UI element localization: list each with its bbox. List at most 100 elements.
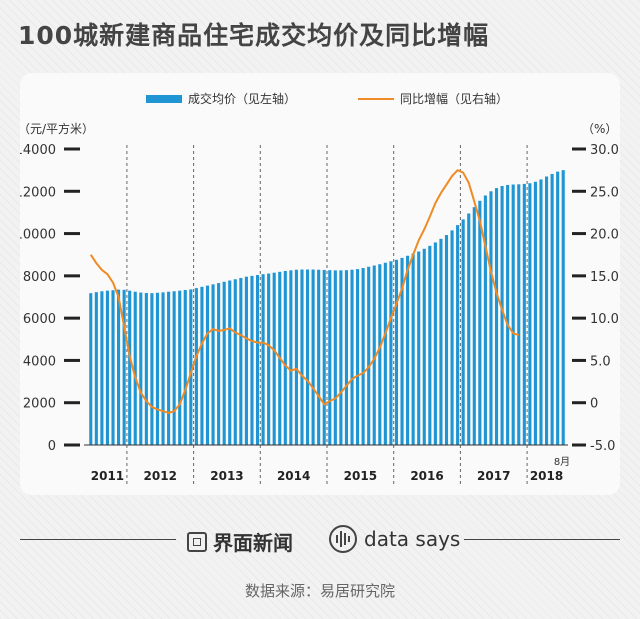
price-bar xyxy=(461,219,465,445)
price-bar xyxy=(517,184,521,445)
price-bar xyxy=(389,261,393,445)
yoy-line xyxy=(89,169,520,414)
year-label: 2013 xyxy=(210,469,243,483)
price-bar xyxy=(333,270,337,445)
price-bar xyxy=(400,257,404,445)
price-bar xyxy=(533,181,537,445)
legend-bar-swatch xyxy=(146,95,182,103)
left-tick-label: 14000 xyxy=(20,143,56,158)
price-bar xyxy=(272,272,276,445)
price-bar xyxy=(111,290,115,445)
jiemian-brand: 界面新闻 xyxy=(187,527,293,556)
price-bar xyxy=(522,183,526,445)
price-bar xyxy=(428,245,432,445)
year-label: 2014 xyxy=(277,469,310,483)
price-bar xyxy=(456,225,460,445)
price-bar xyxy=(367,266,371,445)
price-bar xyxy=(150,293,154,445)
price-bar xyxy=(172,291,176,445)
jiemian-logo-icon xyxy=(187,531,207,552)
price-bar xyxy=(550,173,554,445)
left-axis-label: （元/平方米） xyxy=(20,121,94,136)
price-bar xyxy=(144,292,148,445)
price-bar xyxy=(194,288,198,445)
price-bar xyxy=(255,275,260,445)
chart-panel: 成交均价（见左轴） 同比增幅（见右轴） （元/平方米） （%） 0 2000 400… xyxy=(15,73,620,495)
price-bar xyxy=(89,293,93,445)
price-bar xyxy=(300,269,304,445)
price-bar xyxy=(228,280,232,445)
right-tick-label: 15.0 xyxy=(590,270,619,285)
price-bar xyxy=(494,188,499,446)
price-bar xyxy=(283,270,287,445)
price-bar xyxy=(189,289,193,445)
price-bar xyxy=(361,268,365,445)
data-source: 数据来源：易居研究院 xyxy=(244,582,395,600)
left-tick-label: 0 xyxy=(48,439,56,454)
price-bar xyxy=(372,265,376,445)
price-bar xyxy=(422,248,426,445)
price-bar xyxy=(250,275,254,445)
year-label: 2015 xyxy=(344,469,377,483)
legend-line-label: 同比增幅（见右轴） xyxy=(400,91,508,106)
price-bar xyxy=(294,269,298,445)
left-tick-label: 8000 xyxy=(23,270,56,285)
price-bar xyxy=(311,269,315,445)
right-tick-label: 20.0 xyxy=(590,228,619,243)
price-bar xyxy=(200,286,204,445)
year-label: 2012 xyxy=(144,469,177,483)
price-bar xyxy=(117,289,121,445)
yoy-line-path xyxy=(89,169,520,414)
legend: 成交均价（见左轴） 同比增幅（见右轴） xyxy=(146,91,508,106)
price-bar xyxy=(528,183,532,445)
price-bar xyxy=(411,253,415,445)
price-bar xyxy=(261,274,265,445)
left-tick-label: 2000 xyxy=(23,397,56,412)
price-bar xyxy=(222,281,226,445)
price-bar xyxy=(539,179,543,445)
price-bar xyxy=(489,191,493,445)
price-bar xyxy=(317,269,321,445)
datasays-brand: data says xyxy=(328,524,460,554)
price-bar xyxy=(155,292,160,445)
left-tick-label: 10000 xyxy=(20,228,56,243)
price-bar xyxy=(305,269,310,445)
datasays-logo-icon xyxy=(329,525,357,553)
axes: 0 2000 4000 6000 8000 10000 12000 14000 -5.0 0 5.0… xyxy=(15,143,619,454)
jiemian-brand-text: 界面新闻 xyxy=(213,531,293,555)
price-bar xyxy=(433,242,437,445)
price-bar xyxy=(233,279,237,445)
price-bar xyxy=(339,270,343,445)
price-bar xyxy=(378,264,382,445)
price-bar xyxy=(244,276,248,445)
chart-title: 100城新建商品住宅成交均价及同比增幅 xyxy=(18,21,490,50)
price-bar xyxy=(289,270,293,445)
datasays-brand-text: data says xyxy=(364,527,461,551)
price-bar xyxy=(100,291,104,445)
price-bar xyxy=(417,251,421,445)
year-label: 2017 xyxy=(477,469,510,483)
price-bar xyxy=(122,289,126,445)
price-bar xyxy=(406,255,410,445)
price-bar xyxy=(467,213,471,445)
price-bar xyxy=(205,285,210,445)
last-month-label: 8月 xyxy=(554,456,570,468)
left-tick-label: 4000 xyxy=(23,354,56,369)
price-bar xyxy=(483,195,487,445)
price-bar xyxy=(178,290,182,445)
footer-rule-left xyxy=(20,539,176,540)
price-bar xyxy=(511,184,515,445)
right-axis-label: （%） xyxy=(582,122,617,136)
price-bar xyxy=(394,259,399,445)
price-bar xyxy=(328,270,332,445)
price-bar xyxy=(139,292,143,445)
price-bar xyxy=(383,262,387,445)
price-bar xyxy=(544,176,549,445)
price-bar xyxy=(217,283,221,445)
price-bar xyxy=(472,207,476,445)
price-bar xyxy=(450,230,454,445)
price-bar xyxy=(439,238,443,445)
price-bar xyxy=(561,170,565,445)
year-label: 2011 xyxy=(91,469,124,483)
